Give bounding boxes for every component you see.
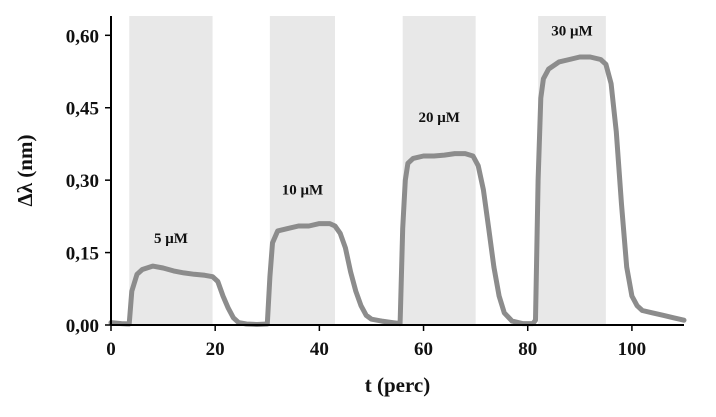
x-axis-title: t (perc) (365, 373, 431, 397)
band-label-3: 20 μM (418, 110, 459, 126)
y-tick-label: 0,30 (66, 171, 99, 192)
y-tick-label: 0,45 (66, 99, 99, 120)
annotations: 5 μM 10 μM 20 μM 30 μM (154, 23, 593, 247)
y-tick-label: 0,60 (66, 26, 99, 47)
x-tick-label: 80 (518, 339, 537, 360)
band-3 (402, 16, 476, 325)
y-tick-label: 0,15 (66, 244, 99, 265)
x-tick-label: 40 (310, 339, 329, 360)
y-axis-title: Δλ (nm) (13, 135, 37, 207)
axes: 0 20 40 60 80 100 0,00 0,15 0,30 0,45 0,60 (66, 16, 684, 360)
band-label-4: 30 μM (551, 23, 592, 39)
series-line (108, 54, 687, 327)
x-tick-label: 20 (206, 339, 225, 360)
band-1 (129, 16, 213, 325)
band-4 (538, 16, 606, 325)
x-tick-label: 0 (106, 339, 116, 360)
x-tick-label: 100 (618, 339, 647, 360)
x-tick-label: 60 (414, 339, 433, 360)
band-2 (269, 16, 335, 325)
band-label-1: 5 μM (154, 231, 188, 247)
y-tick-label: 0,00 (66, 316, 99, 337)
concentration-bands (129, 16, 606, 325)
band-label-2: 10 μM (282, 183, 323, 199)
series-layer (108, 54, 687, 327)
